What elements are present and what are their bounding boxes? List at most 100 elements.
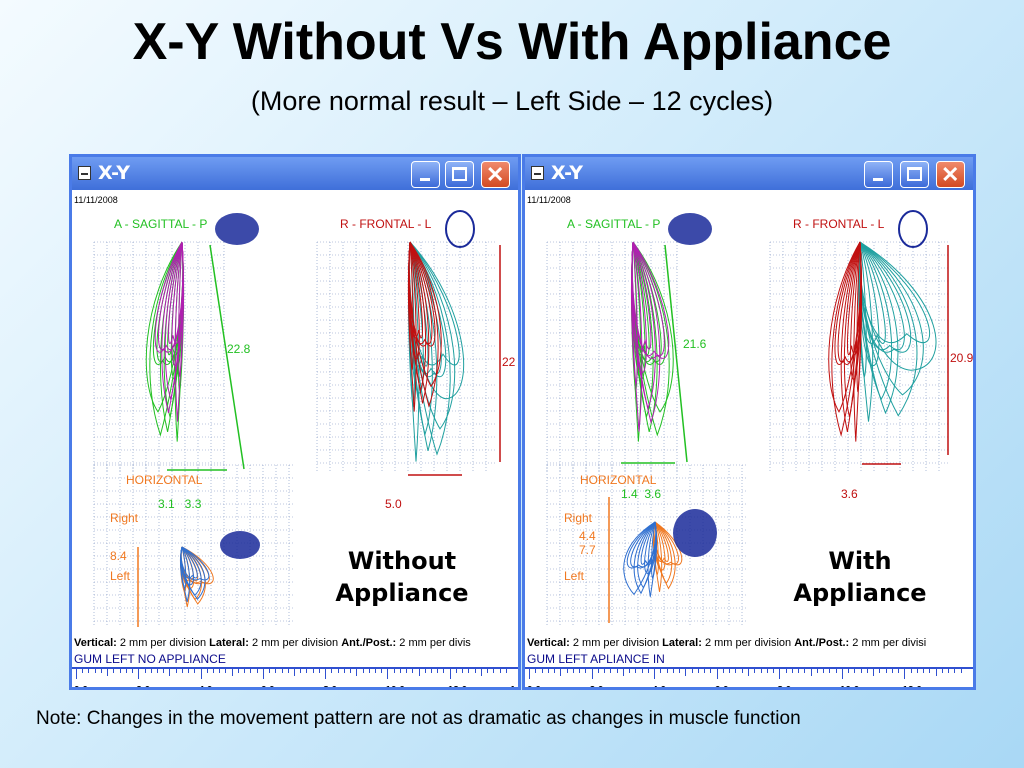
ruler-tick-mark xyxy=(418,669,420,676)
ruler-tick-mark xyxy=(529,669,530,679)
recording-date: 11/11/2008 xyxy=(527,195,571,205)
caption-without-appliance: Without Appliance xyxy=(335,547,469,607)
ruler-tick-label: 10.0 xyxy=(840,685,859,687)
ruler-tick-label: 12.0 xyxy=(448,685,467,687)
ruler-tick-mark xyxy=(572,669,574,673)
ruler-tick-mark xyxy=(107,669,109,676)
time-ruler[interactable]: 0.0 2.0 4.0 6.0 8.0 10.0 12.0 14.0 xyxy=(72,667,518,687)
scale-info: Vertical: 2 mm per division Lateral: 2 m… xyxy=(527,637,926,649)
ruler-tick-mark xyxy=(854,669,856,673)
ruler-tick-mark xyxy=(748,669,749,676)
slide-title: X-Y Without Vs With Appliance xyxy=(132,13,892,71)
ruler-tick-mark xyxy=(412,669,414,673)
ruler-tick-mark xyxy=(766,669,768,673)
maximize-button[interactable] xyxy=(445,161,474,188)
ruler-tick-mark xyxy=(535,669,537,673)
horizontal-label: HORIZONTAL xyxy=(126,473,203,487)
time-ruler[interactable]: 0.0 2.0 4.0 6.0 8.0 10.0 12.0 xyxy=(525,667,973,687)
ruler-tick-mark xyxy=(287,669,289,673)
ruler-tick-mark xyxy=(610,669,612,673)
movement-trace xyxy=(154,241,184,353)
ruler-tick-mark xyxy=(144,669,146,673)
close-button[interactable]: ✕ xyxy=(936,161,965,188)
ruler-tick-mark xyxy=(547,669,549,673)
ruler-tick-mark xyxy=(810,669,812,676)
close-button[interactable]: ✕ xyxy=(481,161,510,188)
ruler-tick-mark xyxy=(275,669,277,673)
ruler-tick-mark xyxy=(760,669,762,673)
window-titlebar[interactable]: X-Y ✕ xyxy=(72,157,518,190)
movement-trace xyxy=(408,241,442,388)
ruler-tick-mark xyxy=(82,669,84,673)
document-icon xyxy=(78,166,91,180)
ruler-tick-mark xyxy=(816,669,818,673)
ruler-tick-mark xyxy=(250,669,252,673)
trace-frontal-red xyxy=(828,241,863,442)
ruler-tick-mark xyxy=(848,669,850,673)
window-titlebar[interactable]: X-Y ✕ xyxy=(525,157,973,190)
ruler-tick-mark xyxy=(163,669,165,673)
trace-horizontal-blue xyxy=(179,546,210,603)
movement-trace xyxy=(631,241,670,359)
ruler-tick-mark xyxy=(406,669,408,673)
ruler-tick-mark xyxy=(88,669,90,673)
scale-vertical: 2 mm per division xyxy=(119,637,207,649)
ruler-tick-mark xyxy=(716,669,718,679)
trace-sagittal-magenta xyxy=(631,241,670,432)
ruler-tick-mark xyxy=(722,669,724,673)
ruler-tick-mark xyxy=(554,669,556,673)
ruler-tick-mark xyxy=(325,669,327,679)
ruler-tick-mark xyxy=(474,669,476,673)
ruler-tick-mark xyxy=(213,669,215,673)
ruler-tick-mark xyxy=(256,669,258,673)
ruler-tick-mark xyxy=(374,669,376,673)
ruler-tick-mark xyxy=(873,669,875,676)
head-icon-sagittal xyxy=(215,213,259,245)
ruler-tick-mark xyxy=(368,669,370,673)
ruler-tick-mark xyxy=(76,669,77,679)
ruler-tick-mark xyxy=(156,669,158,673)
ruler-tick-mark xyxy=(597,669,599,673)
xy-window-with-appliance[interactable]: X-Y ✕ 11/11/2008 A - SAGITTAL - P R - FR… xyxy=(522,154,976,690)
frontal-label: R - FRONTAL - L xyxy=(340,217,432,231)
ruler-tick-mark xyxy=(622,669,624,676)
scale-lateral-label: Lateral: xyxy=(209,637,249,649)
ruler-tick-mark xyxy=(443,669,445,673)
ruler-tick-mark xyxy=(672,669,674,673)
ruler-tick-mark xyxy=(399,669,401,673)
window-title: X-Y xyxy=(98,162,130,184)
ruler-tick-mark xyxy=(923,669,925,673)
ruler-tick-mark xyxy=(679,669,681,673)
xy-plot-area xyxy=(546,210,950,625)
ruler-tick-label: 12.0 xyxy=(902,685,921,687)
grid-frontal xyxy=(316,241,497,472)
ruler-tick-label: 0.0 xyxy=(74,685,88,687)
ruler-tick-label: 6.0 xyxy=(715,685,729,687)
ruler-tick-mark xyxy=(225,669,227,673)
head-icon-frontal xyxy=(898,210,928,248)
xy-window-without-appliance[interactable]: X-Y ✕ 11/11/2008 A - SAGITTAL - P R - FR… xyxy=(69,154,521,690)
ruler-tick-mark xyxy=(773,669,775,673)
ruler-tick-mark xyxy=(188,669,190,673)
scale-info: Vertical: 2 mm per division Lateral: 2 m… xyxy=(74,637,471,649)
close-icon: ✕ xyxy=(486,162,505,187)
ruler-tick-mark xyxy=(505,669,507,673)
minimize-button[interactable] xyxy=(864,161,893,188)
ruler-tick-mark xyxy=(697,669,699,673)
ruler-tick-mark xyxy=(629,669,631,673)
ruler-tick-mark xyxy=(948,669,950,673)
head-icon-horizontal xyxy=(673,509,717,557)
ruler-tick-mark xyxy=(798,669,800,673)
ruler-tick-mark xyxy=(666,669,668,673)
ruler-tick-mark xyxy=(244,669,246,673)
ruler-tick-mark xyxy=(954,669,956,673)
sagittal-label: A - SAGITTAL - P xyxy=(567,217,661,231)
maximize-button[interactable] xyxy=(900,161,929,188)
ruler-tick-mark xyxy=(294,669,295,676)
window-title: X-Y xyxy=(551,162,583,184)
minimize-button[interactable] xyxy=(411,161,440,188)
sagittal-value: 22.8 xyxy=(227,342,251,356)
grid-horizontal xyxy=(546,464,747,625)
recording-date: 11/11/2008 xyxy=(74,195,118,205)
ruler-tick-mark xyxy=(785,669,787,673)
